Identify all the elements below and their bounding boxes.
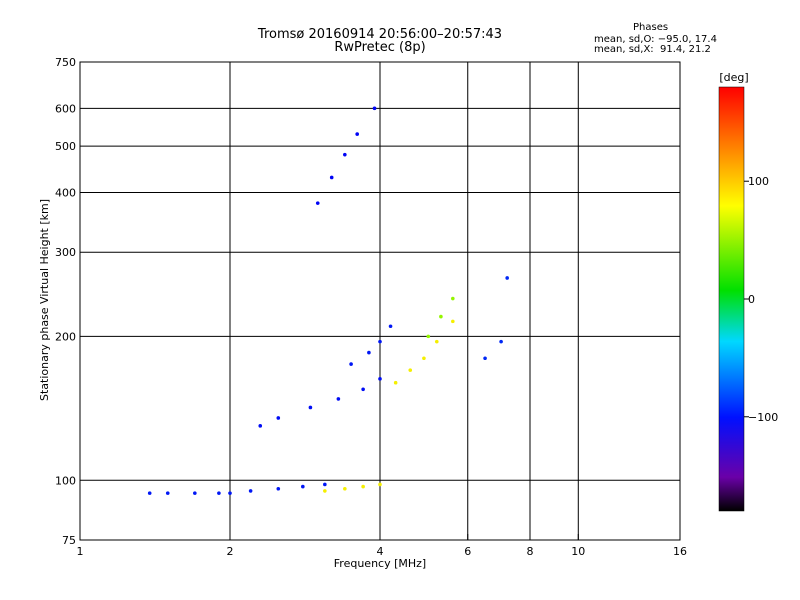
data-point [336, 397, 341, 401]
y-axis-label: Stationary phase Virtual Height [km] [38, 199, 51, 401]
x-tick-label: 10 [571, 545, 585, 558]
data-point [248, 489, 253, 493]
data-point [228, 491, 232, 495]
x-tick-label: 6 [464, 545, 471, 558]
data-point [349, 362, 353, 366]
data-point [355, 132, 359, 136]
data-point [361, 484, 365, 489]
y-tick-label: 750 [55, 56, 76, 69]
y-tick-label: 300 [55, 246, 76, 259]
x-mode-stats: mean, sd,X: 91.4, 21.2 [594, 44, 711, 55]
data-point [323, 489, 327, 493]
colorbar-tick-label: −100 [748, 411, 778, 424]
y-tick-label: 500 [55, 140, 76, 153]
data-point [193, 491, 197, 495]
data-point [451, 296, 455, 301]
data-point [329, 175, 334, 180]
x-tick-label: 4 [377, 545, 384, 558]
data-point [426, 334, 431, 339]
grid-lines [80, 62, 680, 540]
y-tick-label: 400 [55, 186, 76, 199]
colorbar-unit: [deg] [719, 71, 748, 84]
data-point [147, 491, 152, 495]
x-tick-label: 2 [227, 545, 234, 558]
data-point [276, 416, 281, 420]
x-axis-ticks: 1 2 4 6 8 10 16 [77, 534, 687, 558]
data-point [505, 276, 509, 280]
data-point [276, 486, 281, 491]
data-point [301, 484, 305, 489]
phases-heading: Phases [633, 22, 669, 33]
y-tick-label: 200 [55, 330, 76, 343]
data-point [165, 491, 170, 495]
data-point [258, 424, 263, 428]
colorbar-tick-label: 0 [748, 293, 755, 306]
data-point [217, 491, 221, 495]
y-tick-label: 100 [55, 474, 76, 487]
data-point [372, 106, 377, 111]
chart-title: Tromsø 20160914 20:56:00–20:57:43 [257, 27, 503, 42]
data-point [343, 486, 347, 491]
data-point [308, 405, 313, 410]
data-point [451, 319, 455, 324]
data-point [323, 482, 327, 487]
data-point [434, 339, 439, 344]
x-tick-label: 8 [527, 545, 534, 558]
colorbar-tick-label: 100 [748, 175, 769, 188]
x-tick-label: 1 [77, 545, 84, 558]
data-point [367, 350, 371, 355]
data-point [422, 356, 426, 361]
y-tick-label: 600 [55, 102, 76, 115]
data-point [393, 380, 398, 385]
data-point [408, 368, 413, 372]
y-tick-label: 75 [62, 534, 76, 547]
x-tick-label: 16 [673, 545, 687, 558]
data-points [147, 106, 509, 495]
colorbar [718, 86, 745, 512]
y-axis-ticks: 75 100 200 300 400 500 600 750 [55, 56, 76, 547]
data-point [378, 482, 382, 487]
data-point [388, 324, 393, 329]
data-point [483, 356, 487, 361]
data-point [343, 152, 347, 157]
data-point [499, 339, 503, 344]
data-point [378, 377, 382, 381]
o-mode-stats: mean, sd,O: −95.0, 17.4 [594, 34, 717, 45]
x-axis-label: Frequency [MHz] [334, 557, 426, 570]
data-point [378, 339, 382, 344]
data-point [361, 387, 365, 392]
chart-subtitle: RwPretec (8p) [334, 40, 426, 55]
colorbar-ticks: 100 0 −100 [744, 175, 778, 424]
data-point [315, 201, 320, 205]
data-point [439, 314, 443, 319]
